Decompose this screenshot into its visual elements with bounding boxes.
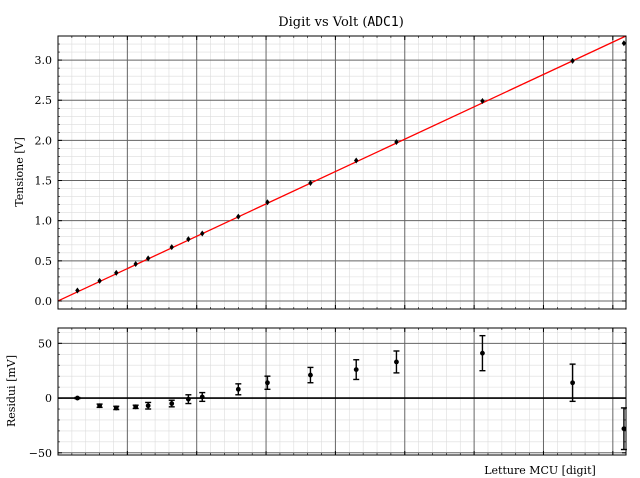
top-data-point (186, 236, 191, 243)
top-data-point (169, 244, 174, 251)
bottom-grid (57, 328, 626, 455)
chart-title-code: ADC1 (367, 15, 398, 30)
bottom-plot-frame (57, 327, 627, 456)
bottom-data-point (265, 380, 270, 386)
top-fit-line (57, 35, 627, 302)
top-grid (57, 35, 626, 310)
bottom-data-point (308, 372, 313, 378)
bottom-data-point (394, 359, 399, 365)
bottom-data-point (169, 401, 175, 406)
bottom-data-point (235, 386, 241, 392)
bottom-data-point (145, 403, 151, 409)
top-y-tick-label: 3.0 (35, 54, 53, 67)
top-y-axis-label: Tensione [V] (13, 137, 26, 206)
bottom-data-point (75, 395, 80, 401)
top-data-point (354, 157, 359, 164)
top-points (75, 40, 627, 294)
top-data-point (236, 213, 241, 220)
bottom-y-tick-label: 0 (45, 392, 52, 405)
bottom-data-point (97, 403, 103, 409)
top-data-point (570, 57, 575, 64)
bottom-data-point (621, 426, 627, 432)
bottom-points (74, 334, 627, 451)
top-y-tick-label: 1.5 (35, 175, 53, 188)
chart-title: Digit vs Volt (ADC1) (278, 15, 404, 30)
bottom-data-point (570, 380, 575, 386)
chart-title-text: Digit vs Volt ( (278, 15, 367, 30)
bottom-chart: −50 0 50 Residui [mV] Letture MCU [digit] (5, 327, 627, 477)
top-data-point (114, 269, 119, 276)
top-data-point (145, 255, 151, 262)
top-data-point (200, 230, 205, 237)
top-data-point (265, 199, 270, 206)
top-data-point (133, 261, 138, 268)
bottom-data-point (199, 394, 205, 400)
bottom-data-point (185, 396, 191, 402)
bottom-data-point (353, 367, 359, 373)
bottom-ticks: −50 0 50 (29, 328, 626, 460)
top-data-point (97, 277, 102, 284)
top-data-point (480, 98, 485, 105)
top-data-point (308, 179, 313, 186)
bottom-data-point (133, 404, 139, 410)
top-chart: Digit vs Volt (ADC1) 0.0 0.5 1.0 1.5 2.0 2.5 3… (13, 15, 627, 310)
top-data-point (75, 287, 80, 294)
bottom-data-point (113, 405, 119, 411)
top-y-tick-label: 2.5 (35, 94, 53, 107)
bottom-data-point (480, 350, 485, 356)
bottom-x-axis-label: Letture MCU [digit] (484, 464, 596, 477)
top-data-point (621, 40, 627, 47)
top-y-tick-label: 2.0 (35, 134, 53, 147)
bottom-y-tick-label: −50 (29, 447, 52, 460)
bottom-y-axis-label: Residui [mV] (5, 355, 18, 427)
fit-line (57, 35, 627, 302)
top-y-tick-label: 0.0 (35, 295, 53, 308)
top-y-tick-label: 0.5 (35, 255, 53, 268)
top-ticks: 0.0 0.5 1.0 1.5 2.0 2.5 3.0 (35, 35, 626, 310)
bottom-y-tick-label: 50 (38, 337, 52, 350)
top-data-point (394, 138, 399, 145)
top-y-tick-label: 1.0 (35, 215, 53, 228)
chart-title-end: ) (399, 15, 404, 30)
